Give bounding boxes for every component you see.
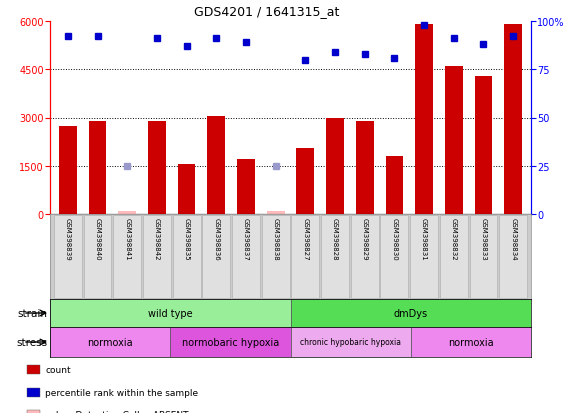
Bar — [499, 215, 527, 299]
Bar — [386, 157, 403, 214]
Bar — [202, 215, 230, 299]
Text: GDS4201 / 1641315_at: GDS4201 / 1641315_at — [193, 5, 339, 18]
Bar — [232, 215, 260, 299]
Bar — [207, 116, 225, 214]
Bar — [381, 215, 408, 299]
Bar — [321, 215, 349, 299]
Bar — [504, 25, 522, 214]
Bar — [411, 327, 531, 357]
Bar — [148, 121, 166, 214]
Bar — [469, 215, 497, 299]
Text: GSM398840: GSM398840 — [95, 217, 101, 259]
Text: strain: strain — [17, 308, 47, 318]
Text: wild type: wild type — [148, 308, 192, 318]
Text: dmDys: dmDys — [394, 308, 428, 318]
Bar — [292, 215, 320, 299]
Text: stress: stress — [16, 337, 47, 347]
Text: GSM398832: GSM398832 — [451, 217, 457, 259]
Bar — [178, 165, 195, 214]
Text: GSM398833: GSM398833 — [480, 217, 486, 260]
Text: value, Detection Call = ABSENT: value, Detection Call = ABSENT — [45, 411, 189, 413]
Bar — [296, 149, 314, 214]
Bar — [415, 25, 433, 214]
Bar — [173, 215, 200, 299]
Bar — [326, 118, 344, 214]
Text: normobaric hypoxia: normobaric hypoxia — [182, 337, 279, 347]
Bar — [410, 215, 438, 299]
Text: GSM398839: GSM398839 — [65, 217, 71, 260]
Bar — [445, 67, 462, 214]
Text: count: count — [45, 365, 71, 374]
Bar — [356, 121, 374, 214]
Text: GSM398828: GSM398828 — [332, 217, 338, 259]
Bar — [290, 299, 531, 327]
Text: GSM398841: GSM398841 — [124, 217, 130, 259]
Text: chronic hypobaric hypoxia: chronic hypobaric hypoxia — [300, 338, 401, 347]
Text: GSM398827: GSM398827 — [302, 217, 309, 259]
Bar — [267, 211, 285, 214]
Text: GSM398836: GSM398836 — [213, 217, 219, 260]
Text: normoxia: normoxia — [87, 337, 133, 347]
Bar — [84, 215, 112, 299]
Bar — [261, 215, 289, 299]
Bar — [170, 327, 290, 357]
Bar — [119, 211, 136, 214]
Text: normoxia: normoxia — [448, 337, 494, 347]
Bar — [290, 327, 411, 357]
Text: GSM398842: GSM398842 — [154, 217, 160, 259]
Bar — [59, 126, 77, 214]
Bar — [440, 215, 468, 299]
Text: GSM398837: GSM398837 — [243, 217, 249, 260]
Bar — [50, 327, 170, 357]
Text: GSM398838: GSM398838 — [272, 217, 279, 260]
Bar — [237, 160, 255, 214]
Bar — [88, 121, 106, 214]
Text: GSM398831: GSM398831 — [421, 217, 427, 260]
Text: GSM398835: GSM398835 — [184, 217, 189, 259]
Bar — [143, 215, 171, 299]
Bar — [54, 215, 82, 299]
Bar — [50, 299, 290, 327]
Text: percentile rank within the sample: percentile rank within the sample — [45, 388, 199, 397]
Bar — [351, 215, 379, 299]
Bar — [113, 215, 141, 299]
Text: GSM398829: GSM398829 — [362, 217, 368, 259]
Bar — [475, 76, 493, 214]
Text: GSM398834: GSM398834 — [510, 217, 516, 259]
Text: GSM398830: GSM398830 — [392, 217, 397, 260]
